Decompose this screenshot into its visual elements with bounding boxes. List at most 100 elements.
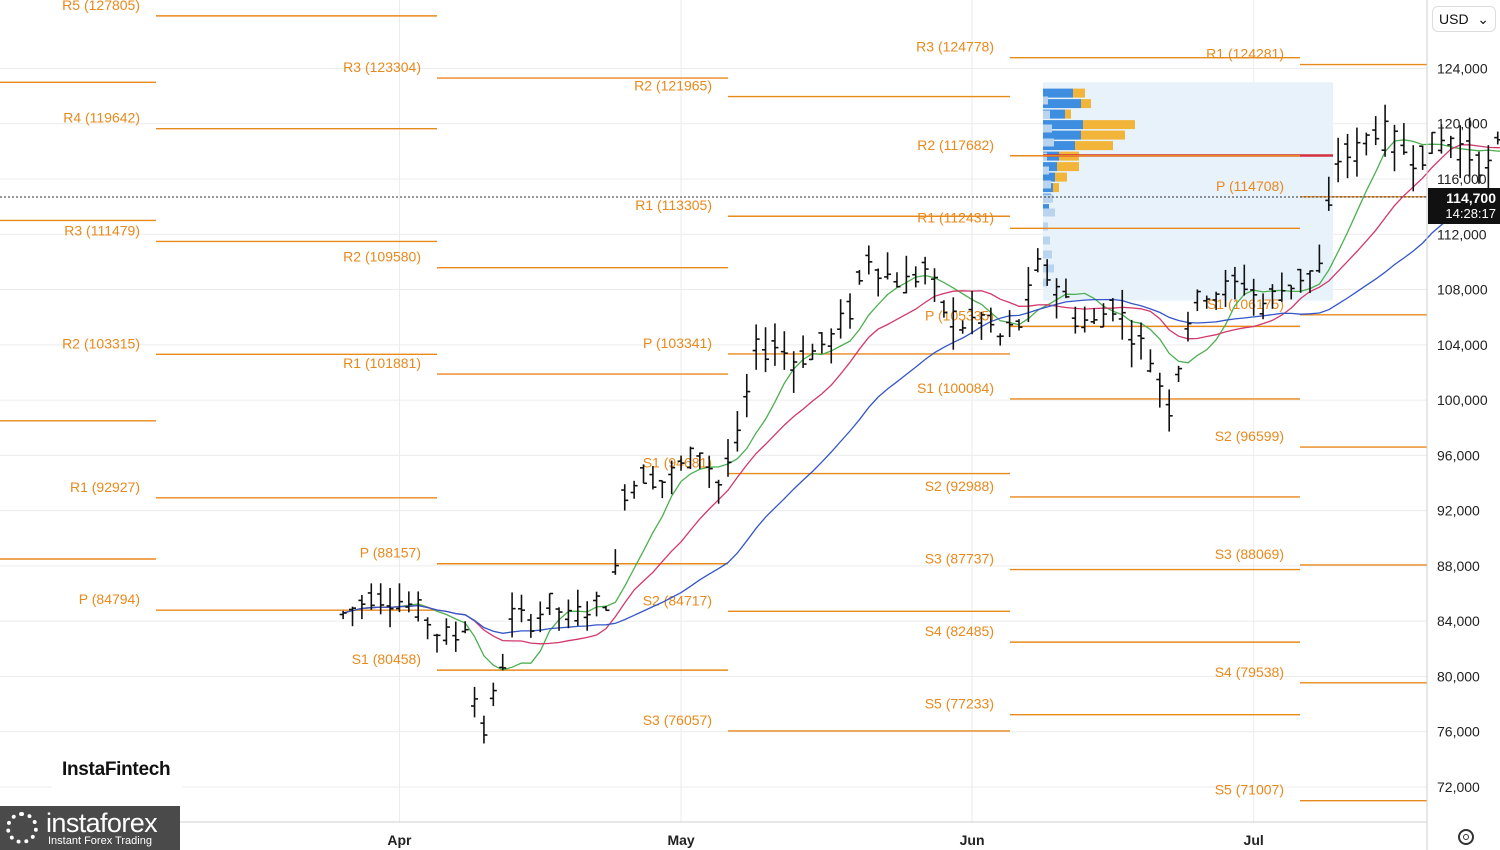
logo-main-text: instaforex bbox=[46, 808, 158, 838]
volume-profile bbox=[1043, 82, 1333, 301]
pivot-label: S3 (76057) bbox=[643, 712, 712, 728]
pivot-label: R2 (121965) bbox=[634, 78, 712, 94]
brand-panel bbox=[52, 734, 182, 800]
profile-bar-low bbox=[1043, 222, 1048, 231]
pivot-label: P (105335) bbox=[925, 307, 994, 323]
pivot-label: R1 (112431) bbox=[917, 209, 994, 225]
profile-range-box bbox=[1043, 82, 1333, 301]
pivot-label: P (103341) bbox=[643, 335, 712, 351]
profile-bar-sell bbox=[1055, 172, 1067, 182]
profile-bar-buy bbox=[1043, 172, 1055, 182]
profile-bar-sell bbox=[1075, 141, 1113, 151]
profile-bar-low bbox=[1043, 138, 1054, 147]
y-tick-label: 112,000 bbox=[1437, 226, 1487, 242]
profile-bar-buy bbox=[1043, 109, 1065, 119]
x-tick-label: May bbox=[667, 832, 694, 848]
profile-bar-buy bbox=[1043, 141, 1075, 151]
profile-bar-low bbox=[1043, 96, 1048, 105]
pivot-label: S1 (80458) bbox=[352, 651, 421, 667]
current-price-tag: 114,700 14:28:17 bbox=[1428, 188, 1500, 224]
profile-bar-low bbox=[1043, 166, 1049, 175]
profile-bar-sell bbox=[1057, 162, 1079, 172]
y-tick-label: 72,000 bbox=[1437, 779, 1480, 795]
ma-mid-line bbox=[342, 144, 1500, 645]
chevron-down-icon: ⌄ bbox=[1477, 10, 1489, 27]
pivot-label: R2 (109580) bbox=[343, 249, 421, 265]
profile-bar-buy bbox=[1043, 120, 1083, 130]
profile-bar-sell bbox=[1053, 183, 1059, 193]
profile-bar-sell bbox=[1081, 99, 1091, 109]
y-tick-label: 116,000 bbox=[1437, 171, 1487, 187]
profile-bar-sell bbox=[1081, 130, 1125, 140]
profile-bar-sell bbox=[1073, 88, 1085, 98]
pivot-label: S2 (92988) bbox=[925, 478, 994, 494]
profile-bar-sell bbox=[1083, 120, 1135, 130]
profile-bar-buy bbox=[1043, 99, 1081, 109]
pivot-label: S3 (87737) bbox=[925, 551, 994, 567]
profile-bar-low bbox=[1043, 278, 1047, 287]
pivot-label: S1 (100084) bbox=[917, 380, 994, 396]
profile-bar-buy bbox=[1043, 130, 1081, 140]
y-tick-label: 124,000 bbox=[1437, 60, 1488, 76]
brand-label: InstaFintech bbox=[62, 759, 171, 780]
profile-bar-low bbox=[1043, 194, 1053, 203]
pivot-label: S4 (82485) bbox=[925, 623, 994, 639]
ma-slow-line bbox=[342, 192, 1500, 634]
y-tick-label: 80,000 bbox=[1437, 668, 1480, 684]
profile-bar-low bbox=[1043, 236, 1050, 245]
x-tick-label: Jul bbox=[1244, 832, 1264, 848]
logo-sub-text: Instant Forex Trading bbox=[48, 835, 152, 847]
profile-bar-low bbox=[1043, 250, 1052, 259]
pivot-label: R4 (119642) bbox=[63, 110, 140, 126]
y-tick-label: 84,000 bbox=[1437, 613, 1480, 629]
current-price-value: 114,700 bbox=[1446, 190, 1496, 206]
pivot-label: S1 (94681) bbox=[643, 455, 712, 471]
profile-bar-low bbox=[1043, 124, 1052, 133]
y-tick-label: 120,000 bbox=[1437, 116, 1488, 132]
pivot-label: S2 (84717) bbox=[643, 592, 712, 608]
y-tick-label: 88,000 bbox=[1437, 558, 1480, 574]
y-tick-label: 92,000 bbox=[1437, 503, 1480, 519]
currency-selector[interactable]: USD ⌄ bbox=[1432, 6, 1496, 32]
y-tick-label: 100,000 bbox=[1437, 392, 1488, 408]
pivot-label: R2 (117682) bbox=[917, 137, 994, 153]
pivot-label: S3 (88069) bbox=[1215, 546, 1284, 562]
y-tick-label: 104,000 bbox=[1437, 337, 1488, 353]
bar-countdown: 14:28:17 bbox=[1445, 206, 1496, 221]
pivot-label: S4 (79538) bbox=[1215, 664, 1284, 680]
pivot-label: R3 (123304) bbox=[343, 59, 421, 75]
pivot-label: R3 (124778) bbox=[916, 39, 994, 55]
settings-icon[interactable] bbox=[1458, 829, 1474, 845]
profile-bar-low bbox=[1043, 264, 1054, 273]
profile-bar-low bbox=[1043, 180, 1051, 189]
logo-gear-icon bbox=[6, 812, 38, 844]
pivot-label: P (88157) bbox=[360, 545, 421, 561]
profile-bar-buy bbox=[1043, 162, 1057, 172]
profile-bar-buy bbox=[1043, 88, 1073, 98]
profile-bar-low bbox=[1043, 110, 1050, 119]
pivot-label: P (84794) bbox=[79, 591, 140, 607]
x-tick-label: Jun bbox=[960, 832, 985, 848]
y-tick-label: 96,000 bbox=[1437, 447, 1480, 463]
pivot-label: P (114708) bbox=[1216, 178, 1284, 194]
ohlc-bars bbox=[339, 104, 1500, 744]
y-tick-label: 108,000 bbox=[1437, 282, 1488, 298]
pivot-label: R1 (101881) bbox=[343, 355, 421, 371]
y-tick-label: 76,000 bbox=[1437, 724, 1480, 740]
currency-label: USD bbox=[1439, 11, 1469, 27]
pivot-label: R1 (124281) bbox=[1206, 46, 1284, 62]
pivot-label: R1 (92927) bbox=[70, 479, 140, 495]
pivot-label: R5 (127805) bbox=[62, 0, 140, 13]
pivot-label: S5 (71007) bbox=[1215, 782, 1284, 798]
profile-bar-low bbox=[1043, 208, 1055, 217]
x-tick-label: Apr bbox=[387, 832, 412, 848]
pivot-label: R1 (113305) bbox=[635, 197, 712, 213]
pivot-label: S5 (77233) bbox=[925, 696, 994, 712]
instaforex-logo: instaforex Instant Forex Trading bbox=[0, 806, 180, 850]
pivot-label: S2 (96599) bbox=[1215, 428, 1284, 444]
pivot-label: R2 (103315) bbox=[62, 335, 140, 351]
pivot-label: R3 (111479) bbox=[64, 222, 140, 238]
profile-bar-sell bbox=[1065, 109, 1071, 119]
